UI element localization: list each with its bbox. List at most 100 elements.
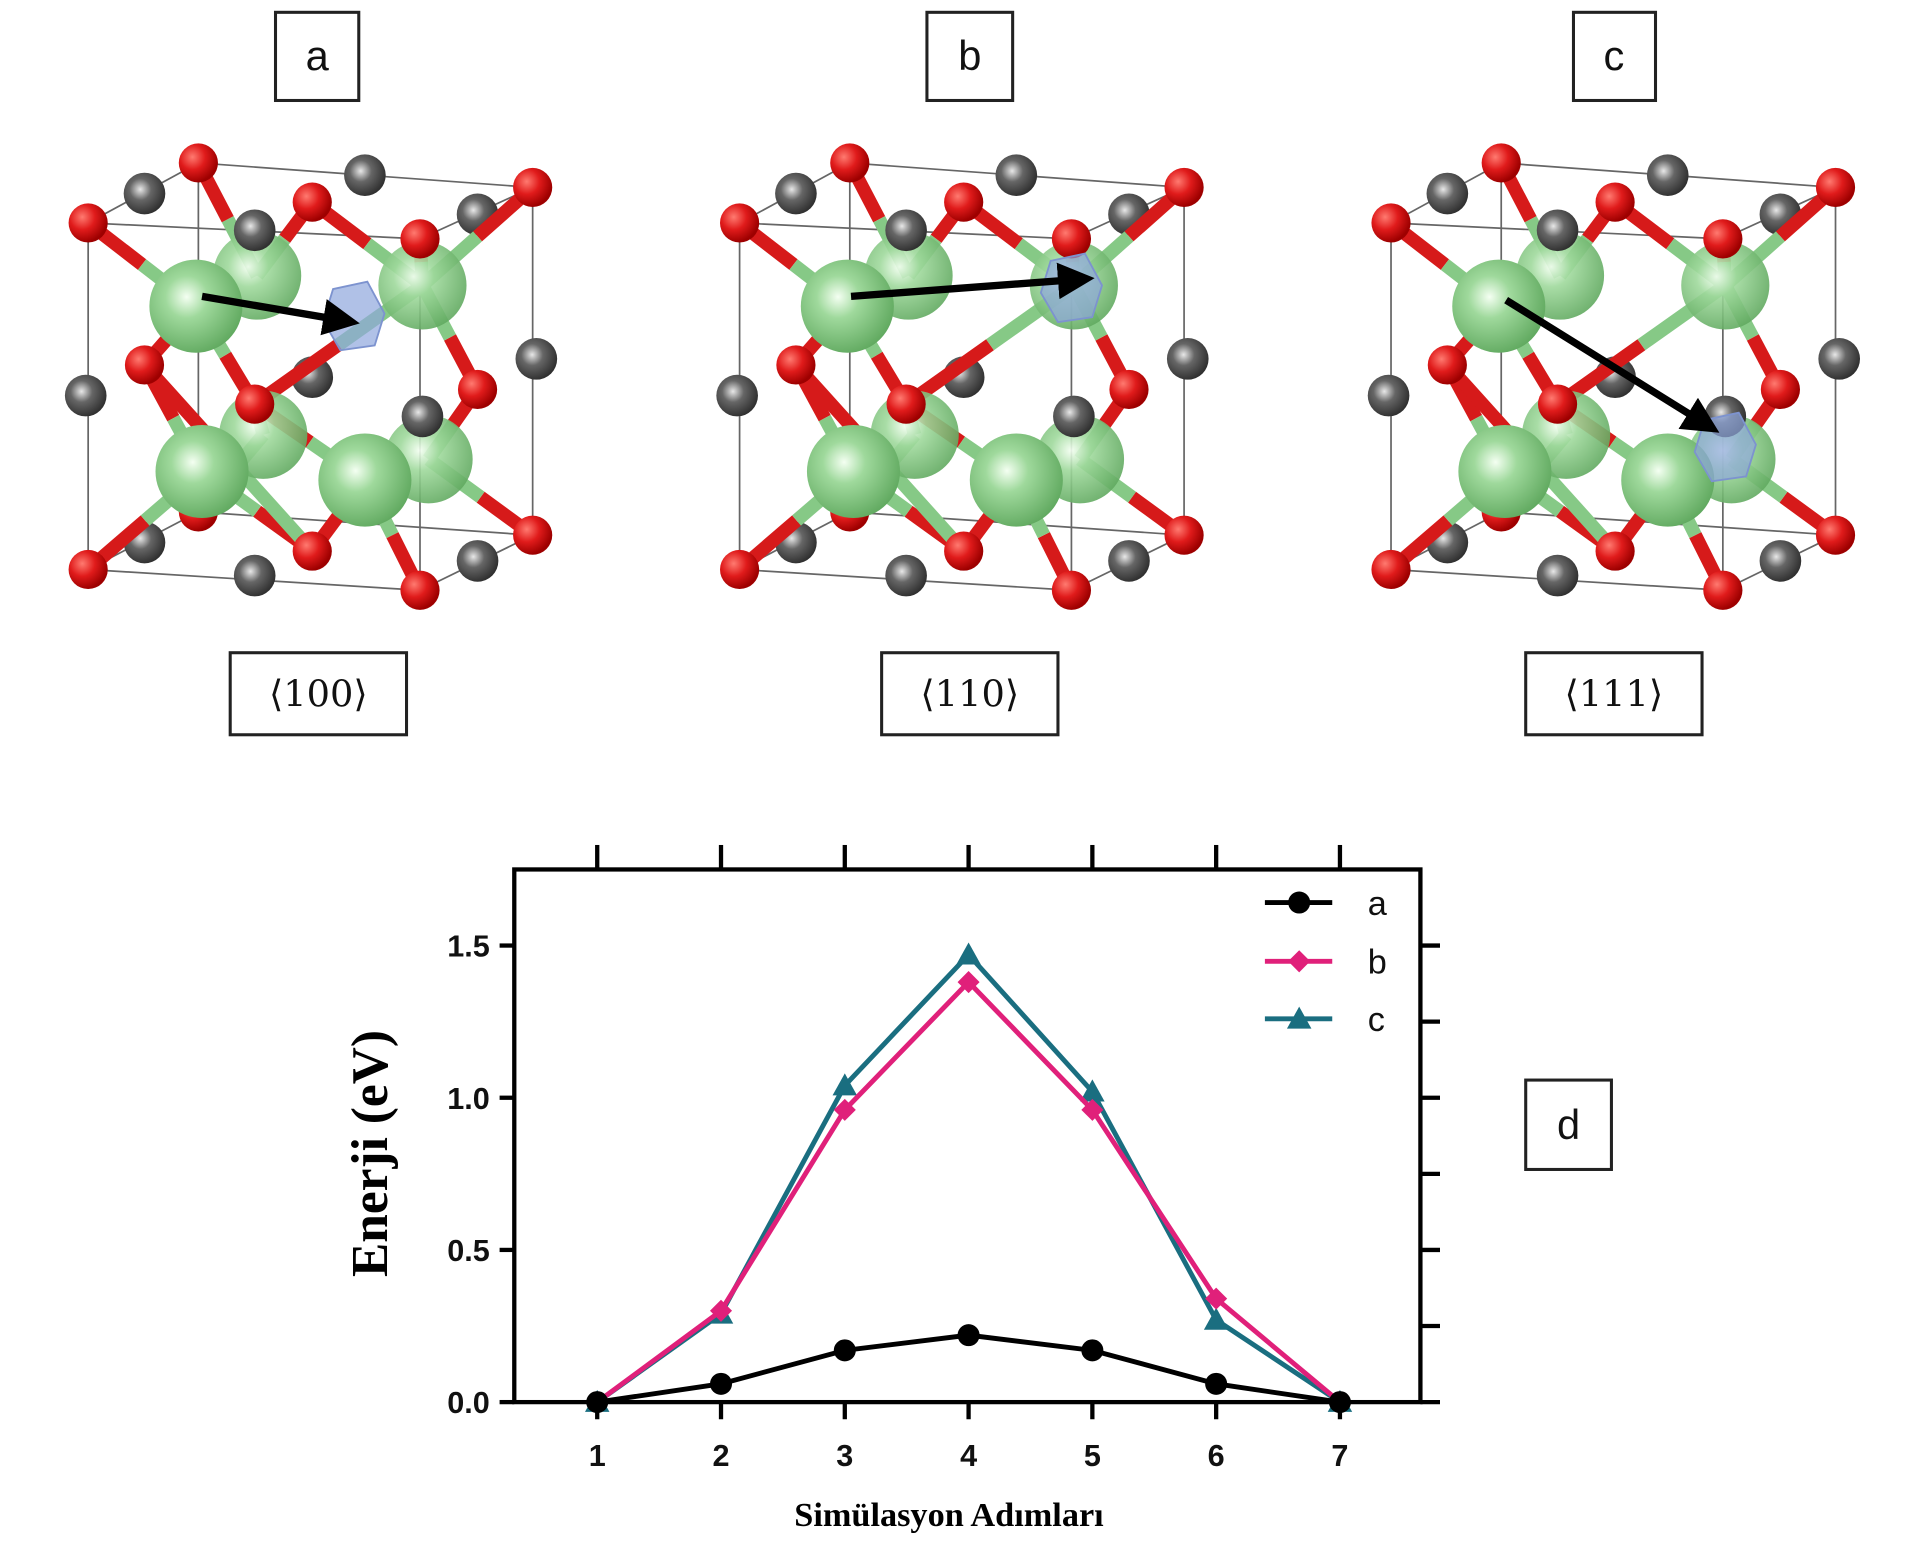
panel-label: b bbox=[958, 32, 981, 79]
metal-atom-small bbox=[775, 172, 817, 215]
metal-atom-large bbox=[1621, 433, 1715, 527]
metal-atom-small bbox=[1759, 540, 1802, 582]
oxygen-atom bbox=[400, 570, 440, 610]
oxygen-atom bbox=[1703, 219, 1743, 259]
oxygen-atom bbox=[1481, 143, 1521, 183]
metal-atom-small bbox=[1108, 540, 1150, 582]
oxygen-atom bbox=[68, 549, 108, 590]
metal-atom-small bbox=[1367, 374, 1410, 417]
data-point-a bbox=[709, 1372, 733, 1395]
direction-box bbox=[228, 651, 409, 737]
metal-atom-small bbox=[1536, 554, 1579, 597]
migration-arrow-icon bbox=[1504, 296, 1720, 433]
oxygen-atom bbox=[124, 345, 165, 385]
metal-atom-small bbox=[233, 554, 276, 597]
metal-atom-large bbox=[1452, 259, 1546, 353]
direction-box bbox=[880, 651, 1060, 737]
data-point-b bbox=[833, 1098, 856, 1121]
data-point-b bbox=[957, 971, 980, 994]
x-tick-label: 5 bbox=[1084, 1439, 1101, 1473]
x-tick-label: 3 bbox=[836, 1439, 853, 1473]
data-point-a bbox=[1328, 1391, 1351, 1414]
chart-series bbox=[584, 942, 1353, 1414]
metal-atom-large bbox=[969, 433, 1063, 527]
metal-atom-large bbox=[1458, 424, 1552, 519]
crystal-structure bbox=[1367, 143, 1860, 610]
legend: a b c bbox=[1264, 885, 1388, 1039]
data-point-c bbox=[1080, 1079, 1105, 1102]
oxygen-atom bbox=[1051, 570, 1092, 610]
oxygen-atom bbox=[1815, 515, 1856, 555]
oxygen-atom bbox=[1109, 369, 1149, 410]
oxygen-atom bbox=[720, 549, 760, 590]
metal-atom-small bbox=[1166, 338, 1209, 380]
legend-label-a: a bbox=[1368, 885, 1388, 923]
metal-atom-small bbox=[344, 154, 386, 196]
data-point-c bbox=[1203, 1307, 1229, 1330]
data-point-a bbox=[833, 1339, 856, 1362]
oxygen-atom bbox=[235, 384, 275, 424]
y-tick-label: 1.0 bbox=[447, 1082, 490, 1116]
oxygen-atom bbox=[830, 143, 870, 183]
metal-atom-small bbox=[123, 172, 166, 215]
oxygen-atom bbox=[1371, 549, 1411, 590]
metal-atom-small bbox=[1818, 338, 1860, 380]
oxygen-atom bbox=[178, 143, 218, 183]
metal-atom-small bbox=[233, 209, 276, 252]
energy-chart: 0.0 0.5 1.0 1.5 1 2 3 4 5 6 7 a b c Enerji (eV) Si… bbox=[342, 844, 1613, 1534]
metal-atom-small bbox=[885, 209, 927, 252]
metal-atom-small bbox=[995, 154, 1038, 196]
oxygen-atom bbox=[944, 531, 984, 571]
x-axis-label: Simülasyon Adımları bbox=[794, 1496, 1104, 1534]
oxygen-atom bbox=[1595, 531, 1635, 571]
oxygen-atom bbox=[1703, 570, 1743, 610]
oxygen-atom bbox=[776, 345, 816, 385]
metal-atom-large bbox=[155, 424, 249, 519]
data-point-a bbox=[957, 1324, 980, 1347]
y-axis-label: Enerji (eV) bbox=[342, 1030, 399, 1277]
metal-atom-small bbox=[1646, 154, 1689, 196]
x-tick-label: 2 bbox=[712, 1439, 729, 1473]
oxygen-atom bbox=[1164, 515, 1204, 555]
metal-atom-large bbox=[800, 259, 894, 353]
oxygen-atom bbox=[1371, 203, 1411, 243]
data-point-c bbox=[956, 942, 981, 965]
oxygen-atom bbox=[513, 167, 553, 208]
oxygen-atom bbox=[1427, 345, 1467, 385]
panel-label-box bbox=[273, 10, 361, 103]
metal-atom-small bbox=[1426, 172, 1469, 215]
metal-atom-large bbox=[318, 433, 412, 527]
panel-label-box bbox=[925, 10, 1015, 103]
y-tick-label: 0.5 bbox=[447, 1234, 490, 1268]
oxygen-atom bbox=[1051, 219, 1092, 259]
metal-atom-small bbox=[716, 374, 758, 417]
oxygen-atom bbox=[1537, 384, 1578, 424]
legend-label-c: c bbox=[1368, 1001, 1385, 1039]
metal-atom-small bbox=[456, 540, 499, 582]
data-point-a bbox=[1205, 1372, 1228, 1395]
x-tick-label: 7 bbox=[1331, 1439, 1348, 1473]
data-point-b bbox=[709, 1299, 733, 1322]
panel-label: c bbox=[1603, 32, 1624, 79]
tick-labels: 0.0 0.5 1.0 1.5 1 2 3 4 5 6 7 bbox=[447, 930, 1348, 1473]
direction-label: ⟨110⟩ bbox=[920, 673, 1019, 716]
migration-arrow-icon bbox=[201, 292, 360, 336]
oxygen-atom bbox=[68, 203, 108, 243]
panel-a: a ⟨100⟩ bbox=[64, 10, 558, 737]
oxygen-atom bbox=[886, 384, 926, 424]
direction-label: ⟨100⟩ bbox=[269, 673, 368, 716]
data-point-a bbox=[1081, 1339, 1104, 1362]
panel-label: a bbox=[306, 32, 330, 79]
oxygen-atom bbox=[457, 369, 498, 410]
x-tick-label: 1 bbox=[589, 1439, 606, 1473]
legend-marker-a bbox=[1288, 891, 1311, 914]
metal-atom-small bbox=[885, 554, 927, 597]
metal-atom-large bbox=[149, 259, 243, 353]
panel-label-box bbox=[1571, 10, 1658, 103]
x-tick-label: 6 bbox=[1208, 1439, 1225, 1473]
panel-d-label: d bbox=[1557, 1101, 1580, 1148]
crystal-structure bbox=[716, 143, 1209, 610]
oxygen-atom bbox=[292, 182, 332, 222]
legend-label-b: b bbox=[1368, 944, 1387, 982]
